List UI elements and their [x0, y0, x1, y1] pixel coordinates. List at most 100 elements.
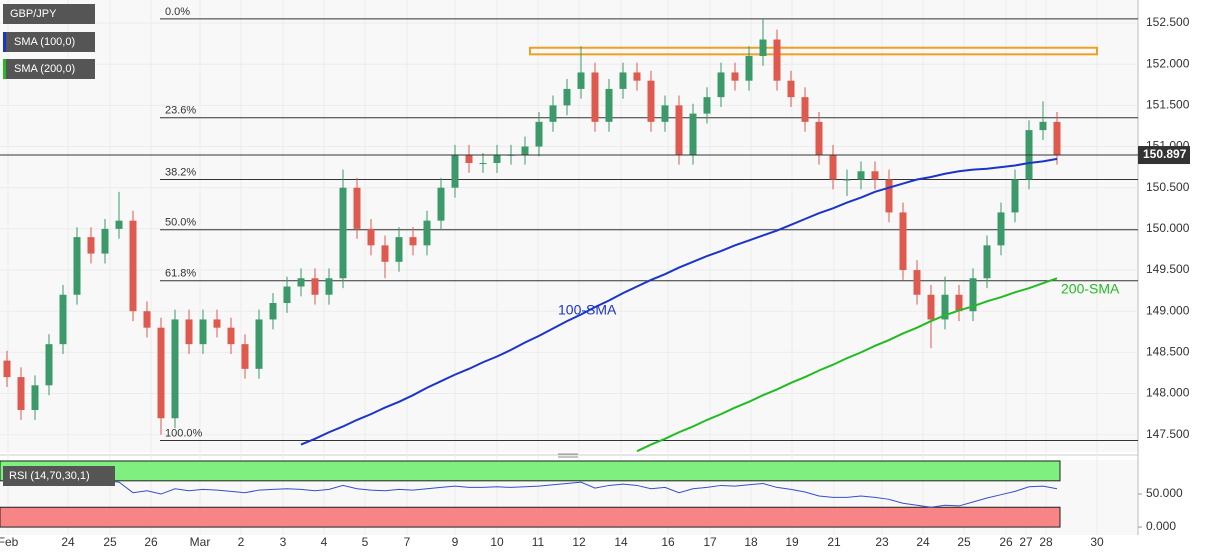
rsi-line — [7, 480, 1058, 508]
candle-body — [591, 72, 599, 122]
candle-body — [857, 171, 865, 180]
resistance-zone — [529, 46, 1098, 56]
x-tick-label: Feb — [0, 535, 19, 549]
candle-body — [339, 187, 347, 279]
candle-body — [1039, 121, 1047, 131]
y-tick-label: 149.000 — [1146, 303, 1190, 317]
sma-annotation: 200-SMA — [1061, 281, 1120, 297]
y-tick-label: 149.500 — [1146, 262, 1190, 276]
candle-body — [675, 105, 683, 155]
y-tick-label: 0.000 — [1146, 519, 1176, 533]
candle-body — [199, 319, 207, 345]
x-tick-label: 26 — [144, 535, 158, 549]
x-tick-label: 12 — [572, 535, 586, 549]
x-tick-label: 19 — [785, 535, 799, 549]
oversold-band — [0, 506, 1061, 528]
candle-body — [619, 72, 627, 89]
x-tick-label: 14 — [614, 535, 628, 549]
x-tick-label: 26 — [999, 535, 1013, 549]
candle-body — [577, 72, 585, 89]
sma-line — [300, 157, 1058, 446]
y-tick-label: 148.000 — [1146, 386, 1190, 400]
candle-body — [773, 39, 781, 81]
x-tick-label: 9 — [452, 535, 459, 549]
fib-label: 61.8% — [165, 268, 196, 280]
candle-body — [689, 113, 697, 155]
fib-label: 23.6% — [165, 105, 196, 117]
legend: GBP/JPY SMA (100,0) SMA (200,0) — [3, 4, 95, 79]
candle-body — [45, 344, 53, 386]
candle-body — [311, 278, 319, 295]
y-tick-label: 150.500 — [1146, 180, 1190, 194]
candle-body — [815, 121, 823, 155]
last-price-box — [1138, 146, 1190, 165]
candle-body — [185, 319, 193, 345]
x-tick-label: 18 — [744, 535, 758, 549]
y-tick-label: 151.500 — [1146, 98, 1190, 112]
candle-body — [395, 237, 403, 262]
layer: Feb 24 25 26 Mar 2 3 4 5 7 9 10 11 12 14 16 17 18 19 21 23 24… — [0, 0, 1190, 549]
legend-entry: SMA (100,0) — [14, 36, 75, 48]
candle-body — [759, 39, 767, 56]
candle-body — [997, 212, 1005, 246]
candle-body — [87, 237, 95, 254]
candle-body — [437, 187, 445, 221]
candle-body — [745, 55, 753, 81]
x-tick-label: 3 — [280, 535, 287, 549]
candle-body — [535, 121, 543, 147]
candle-body — [381, 245, 389, 262]
candle-body — [521, 146, 529, 155]
x-tick-label: 11 — [532, 535, 545, 549]
x-tick-label: 30 — [1090, 535, 1104, 549]
candle-body — [563, 88, 571, 106]
legend-marker — [3, 59, 6, 79]
candle-body — [941, 294, 949, 320]
candle-body — [325, 278, 333, 295]
candle-body — [269, 302, 277, 320]
candle-body — [171, 319, 179, 419]
candle-body — [633, 72, 641, 81]
sma-line — [636, 277, 1058, 453]
candle-body — [353, 187, 361, 229]
x-tick-label: 21 — [827, 535, 841, 549]
candle-body — [703, 97, 711, 114]
candle-body — [3, 360, 11, 378]
sma-annotation: 100-SMA — [558, 302, 617, 318]
candle-body — [829, 154, 837, 180]
candle-body — [983, 245, 991, 279]
x-tick-label: 5 — [362, 535, 369, 549]
x-tick-label: 28 — [1039, 535, 1053, 549]
x-tick-label: 24 — [916, 535, 930, 549]
legend-marker — [3, 32, 6, 52]
candle-body — [913, 270, 921, 295]
x-tick-label: 17 — [703, 535, 717, 549]
last-price-label: 150.897 — [1143, 147, 1187, 161]
fib-label: 50.0% — [165, 217, 196, 229]
legend-box — [3, 32, 95, 52]
x-tick-label: 4 — [321, 535, 328, 549]
x-tick-label: 7 — [404, 535, 411, 549]
candle-body — [493, 154, 501, 164]
x-tick-label: 10 — [490, 535, 504, 549]
candle-body — [17, 377, 25, 411]
y-tick-label: 148.500 — [1146, 345, 1190, 359]
candle-body — [1053, 121, 1061, 155]
candle-body — [129, 220, 137, 312]
candle-body — [717, 72, 725, 98]
candle-body — [549, 105, 557, 122]
candle-body — [843, 179, 851, 181]
x-tick-label: 23 — [875, 535, 889, 549]
candle-body — [479, 163, 487, 165]
candle-body — [59, 294, 67, 345]
x-tick-label: 25 — [957, 535, 971, 549]
x-tick-label: 16 — [661, 535, 675, 549]
y-tick-label: 50.000 — [1146, 486, 1183, 500]
y-tick-label: 152.500 — [1146, 15, 1190, 29]
fib-label: 100.0% — [165, 427, 203, 439]
candle-body — [227, 327, 235, 345]
candle-body — [787, 80, 795, 98]
candle-body — [451, 154, 459, 188]
candle-body — [885, 179, 893, 213]
candle-body — [1011, 179, 1019, 213]
legend-box — [3, 59, 95, 79]
